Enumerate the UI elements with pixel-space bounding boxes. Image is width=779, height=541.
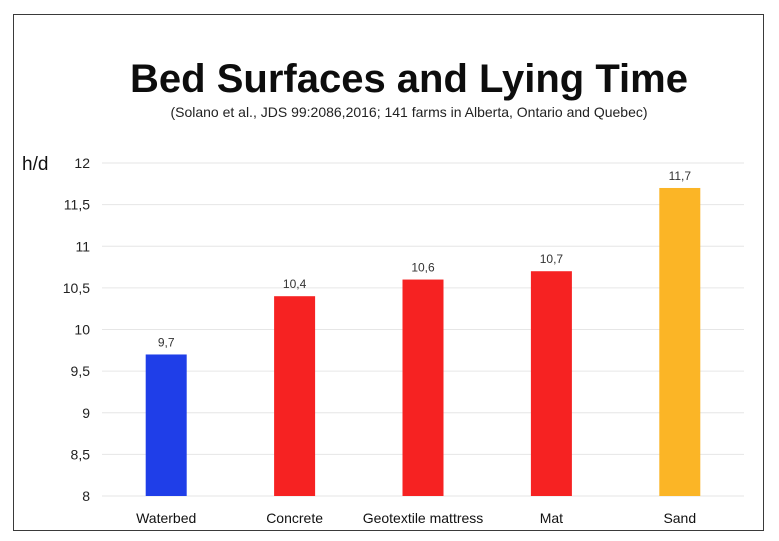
bars bbox=[145, 187, 701, 496]
chart-subtitle: (Solano et al., JDS 99:2086,2016; 141 fa… bbox=[170, 104, 647, 120]
y-tick-label: 8 bbox=[82, 488, 90, 504]
x-category-label: Concrete bbox=[266, 510, 323, 526]
bar-value-label: 11,7 bbox=[669, 169, 692, 183]
bar-sand bbox=[659, 187, 701, 496]
chart-title: Bed Surfaces and Lying Time bbox=[130, 57, 688, 101]
y-axis-ticks: 12 11,5 11 10,5 10 9,5 9 8,5 8 bbox=[63, 155, 90, 504]
y-tick-label: 11,5 bbox=[64, 197, 90, 213]
y-tick-label: 10 bbox=[74, 322, 90, 338]
y-tick-label: 12 bbox=[74, 155, 90, 171]
y-tick-label: 8,5 bbox=[71, 446, 91, 462]
x-category-label: Sand bbox=[663, 510, 696, 526]
data-labels: 9,7 10,4 10,6 10,7 11,7 bbox=[158, 169, 692, 350]
bar-concrete bbox=[274, 296, 316, 496]
x-category-label: Mat bbox=[540, 510, 563, 526]
y-tick-label: 11 bbox=[75, 238, 90, 254]
bar-value-label: 10,7 bbox=[540, 252, 564, 266]
x-category-label: Geotextile mattress bbox=[363, 510, 484, 526]
y-axis-unit-label: h/d bbox=[22, 154, 48, 175]
chart-frame: Bed Surfaces and Lying Time (Solano et a… bbox=[13, 14, 764, 531]
x-axis-categories: Waterbed Concrete Geotextile mattress Mat Sa… bbox=[136, 510, 696, 526]
y-tick-label: 9 bbox=[82, 405, 90, 421]
x-category-label: Waterbed bbox=[136, 510, 196, 526]
bar-chart: Bed Surfaces and Lying Time (Solano et a… bbox=[22, 57, 744, 526]
bar-mat bbox=[530, 271, 572, 496]
bar-value-label: 10,4 bbox=[283, 277, 307, 291]
bar-geotextile-mattress bbox=[402, 279, 444, 496]
bar-value-label: 9,7 bbox=[158, 335, 175, 349]
bar-value-label: 10,6 bbox=[411, 261, 435, 275]
bar-waterbed bbox=[145, 354, 187, 496]
y-tick-label: 9,5 bbox=[71, 363, 91, 379]
y-tick-label: 10,5 bbox=[63, 280, 90, 296]
